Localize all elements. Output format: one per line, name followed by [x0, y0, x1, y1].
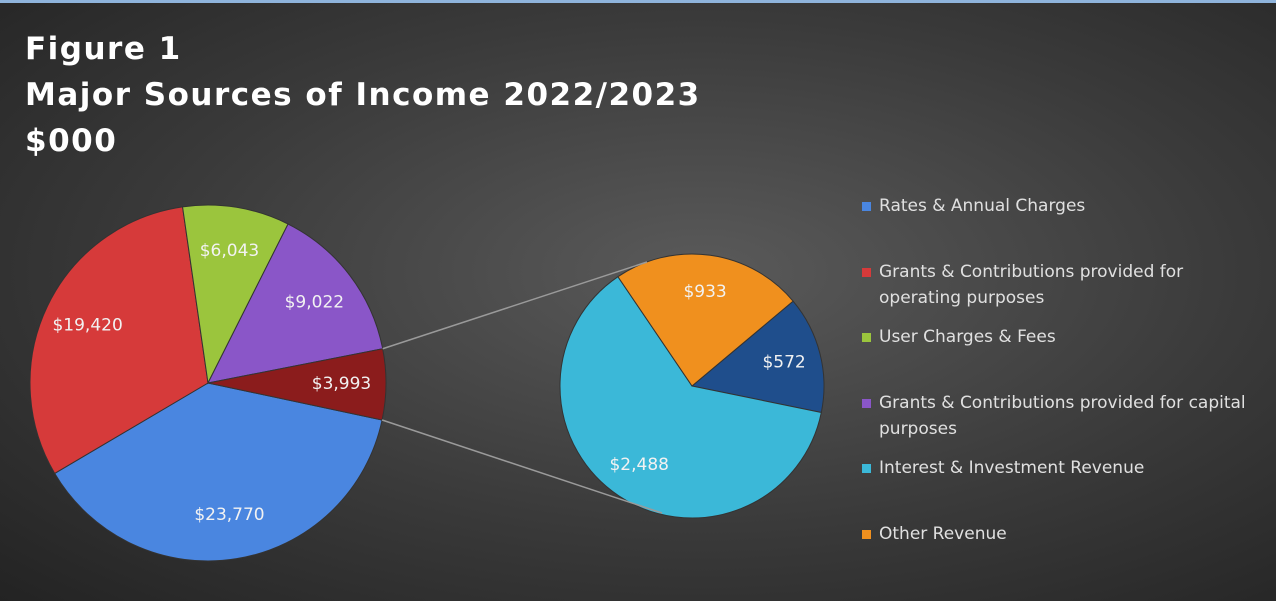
pie-slice: [207, 223, 384, 384]
data-label: $3,993: [312, 374, 371, 394]
legend-label: Grants & Contributions provided for capi…: [879, 392, 1246, 439]
legend-swatch: [862, 464, 871, 474]
legend-label: Other Revenue: [879, 523, 1007, 544]
legend-item: Grants & Contributions provided for capi…: [862, 390, 1262, 456]
pie-slice: [617, 253, 794, 387]
data-label: $2,488: [609, 455, 668, 475]
data-label: $6,043: [200, 241, 259, 261]
legend-item: User Charges & Fees: [862, 324, 1262, 390]
chart-title: $000: [25, 123, 117, 159]
legend-item: Grants & Contributions provided for oper…: [862, 259, 1262, 325]
legend-item: Other Revenue: [862, 521, 1262, 587]
legend-swatch: [862, 267, 871, 277]
pie-slice: [559, 276, 822, 519]
legend-swatch: [862, 398, 871, 408]
data-label: $19,420: [52, 315, 122, 335]
legend-swatch: [862, 202, 871, 211]
legend-label: User Charges & Fees: [879, 327, 1056, 348]
data-label: $572: [762, 353, 805, 373]
legend-label: Rates & Annual Charges: [879, 196, 1086, 216]
data-label: $23,770: [194, 505, 264, 525]
data-label: $933: [683, 282, 726, 302]
chart-svg: Figure 1 Major Sources of Income 2022/20…: [25, 31, 825, 562]
data-label: $9,022: [285, 292, 344, 312]
legend: Rates & Annual Charges Grants & Contribut…: [862, 193, 1262, 587]
legend-swatch: [862, 529, 871, 539]
chart-title: Figure 1: [25, 31, 182, 67]
connector: [382, 261, 648, 350]
legend-label: Grants & Contributions provided for oper…: [879, 261, 1184, 308]
legend-item: Rates & Annual Charges: [862, 193, 1262, 259]
pie-slice: [53, 382, 383, 562]
pie-slice: [181, 204, 289, 385]
legend-item: Interest & Investment Revenue: [862, 455, 1262, 521]
legend-label: Interest & Investment Revenue: [879, 458, 1145, 479]
connector: [381, 419, 663, 514]
chart-title: Major Sources of Income 2022/2023: [25, 77, 701, 113]
pie-slice: [207, 348, 387, 421]
pie-slice: [29, 206, 209, 475]
legend-swatch: [862, 333, 871, 343]
pie-slice: [690, 300, 825, 414]
